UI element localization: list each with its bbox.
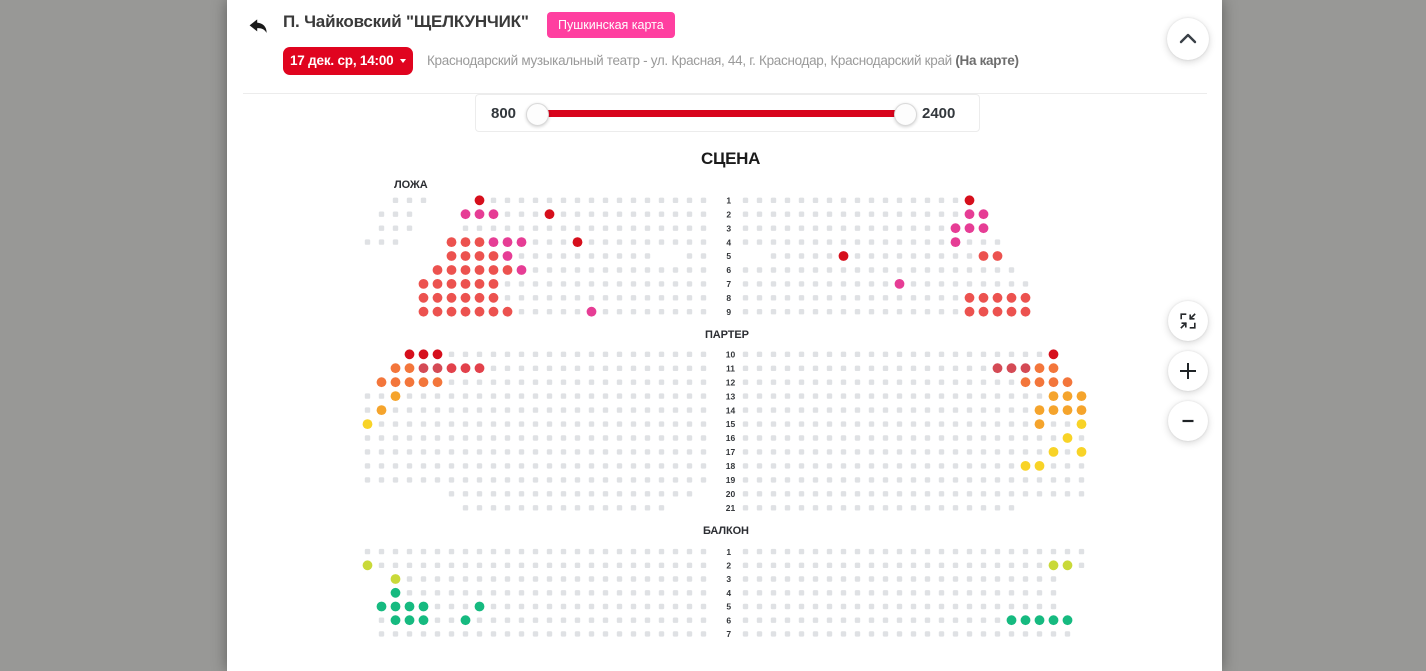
svg-text:15: 15 <box>726 419 736 429</box>
svg-text:5: 5 <box>726 602 731 612</box>
svg-text:9: 9 <box>726 307 731 317</box>
svg-text:20: 20 <box>726 489 736 499</box>
svg-text:1: 1 <box>726 196 731 206</box>
svg-text:3: 3 <box>726 574 731 584</box>
svg-text:12: 12 <box>726 377 736 387</box>
svg-text:14: 14 <box>726 405 736 415</box>
svg-text:6: 6 <box>726 615 731 625</box>
svg-text:6: 6 <box>726 265 731 275</box>
svg-text:10: 10 <box>726 350 736 360</box>
svg-text:17: 17 <box>726 447 736 457</box>
svg-text:18: 18 <box>726 461 736 471</box>
svg-text:2: 2 <box>726 561 731 571</box>
svg-text:21: 21 <box>726 503 736 513</box>
svg-text:5: 5 <box>726 251 731 261</box>
svg-text:4: 4 <box>726 237 731 247</box>
svg-text:1: 1 <box>726 547 731 557</box>
svg-text:4: 4 <box>726 588 731 598</box>
svg-text:13: 13 <box>726 391 736 401</box>
svg-text:7: 7 <box>726 279 731 289</box>
svg-text:11: 11 <box>726 363 735 373</box>
svg-text:7: 7 <box>726 629 731 639</box>
svg-text:19: 19 <box>726 475 736 485</box>
svg-text:16: 16 <box>726 433 736 443</box>
svg-text:2: 2 <box>726 209 731 219</box>
svg-text:8: 8 <box>726 293 731 303</box>
svg-text:3: 3 <box>726 223 731 233</box>
